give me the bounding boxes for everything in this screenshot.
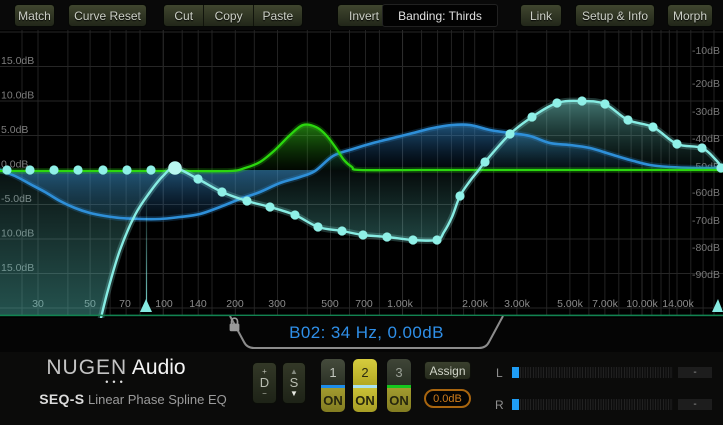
logo-dots: ••• [105, 377, 127, 387]
meter-l-label: L [496, 366, 503, 380]
svg-text:70: 70 [119, 298, 131, 310]
svg-text:500: 500 [321, 298, 339, 310]
banding-display[interactable]: Banding: Thirds [382, 4, 498, 27]
bank-1-button[interactable]: 1 ON [320, 358, 346, 413]
svg-text:-10dB: -10dB [692, 45, 720, 57]
bank-3-number: 3 [387, 359, 411, 385]
steepness-down-icon[interactable]: ▼ [290, 388, 298, 398]
bank-2-color-stripe [353, 385, 377, 388]
meter-r-label: R [495, 398, 504, 412]
nugen-logo: NUGEN Audio [0, 356, 232, 380]
copy-button[interactable]: Copy [203, 5, 252, 26]
steepness-label: S [289, 375, 299, 391]
svg-text:-30dB: -30dB [692, 106, 720, 118]
cut-button[interactable]: Cut [174, 8, 194, 23]
bank-3-color-stripe [387, 385, 411, 388]
svg-text:1.00k: 1.00k [387, 298, 413, 310]
svg-text:5.00k: 5.00k [557, 298, 583, 310]
assign-button[interactable]: Assign [424, 361, 471, 380]
meter-r-fill [512, 399, 519, 410]
morph-button[interactable]: Morph [667, 4, 713, 27]
svg-text:-20dB: -20dB [692, 78, 720, 90]
tab-outline [229, 316, 504, 349]
dither-button[interactable]: + D − [252, 362, 277, 404]
product-name: SEQ-S [39, 391, 85, 407]
bank-2-button[interactable]: 2 ON [352, 358, 378, 413]
bank-2-number: 2 [353, 359, 377, 385]
meter-r-peak-display[interactable]: - [678, 399, 712, 410]
trim-display[interactable]: 0.0dB [424, 389, 471, 408]
match-button[interactable]: Match [14, 4, 55, 27]
svg-text:-80dB: -80dB [692, 242, 720, 254]
svg-text:10.0dB: 10.0dB [1, 90, 34, 102]
dither-label: D [259, 375, 270, 391]
svg-text:2.00k: 2.00k [462, 298, 488, 310]
svg-text:7.00k: 7.00k [592, 298, 618, 310]
bank-3-button[interactable]: 3 ON [386, 358, 412, 413]
meter-l-fill [512, 367, 519, 378]
paste-button[interactable]: Paste [252, 5, 302, 26]
bank-2-on-label[interactable]: ON [353, 388, 377, 412]
bank-1-on-label[interactable]: ON [321, 388, 345, 412]
steepness-button[interactable]: ▲ S ▼ [282, 362, 306, 404]
svg-text:-90dB: -90dB [692, 269, 720, 281]
dither-minus[interactable]: − [262, 388, 267, 398]
svg-text:5.0dB: 5.0dB [1, 124, 28, 136]
bank-1-number: 1 [321, 359, 345, 385]
svg-text:-60dB: -60dB [692, 187, 720, 199]
steepness-up-icon[interactable]: ▲ [290, 366, 298, 376]
bank-3-on-label[interactable]: ON [387, 388, 411, 412]
svg-text:140: 140 [189, 298, 207, 310]
meter-l [512, 367, 673, 378]
lock-icon[interactable] [228, 316, 241, 333]
band-readout-tab: B02: 34 Hz, 0.00dB [228, 316, 505, 352]
svg-text:100: 100 [155, 298, 173, 310]
clipboard-group: Cut Copy Paste [163, 4, 303, 27]
svg-text:15.0dB: 15.0dB [1, 55, 34, 67]
product-subtitle: Linear Phase Spline EQ [87, 392, 227, 407]
svg-text:-70dB: -70dB [692, 215, 720, 227]
dither-plus[interactable]: + [262, 366, 267, 376]
link-button[interactable]: Link [520, 4, 562, 27]
curve-reset-button[interactable]: Curve Reset [68, 4, 147, 27]
band-readout-text: B02: 34 Hz, 0.00dB [289, 323, 444, 342]
eq-graph[interactable]: 15.0dB10.0dB5.0dB0.0dB-5.0dB10.0dB15.0dB… [0, 0, 723, 318]
toolbar: Match Curve Reset Cut Copy Paste Invert … [0, 0, 723, 30]
product-tagline: SEQ-S Linear Phase Spline EQ [0, 391, 266, 407]
setup-info-button[interactable]: Setup & Info [575, 4, 655, 27]
svg-text:10.00k: 10.00k [626, 298, 658, 310]
meter-r [512, 399, 673, 410]
svg-text:200: 200 [226, 298, 244, 310]
brand-name: NUGEN [46, 356, 128, 379]
brand-suffix: Audio [131, 356, 186, 379]
svg-text:-40dB: -40dB [692, 133, 720, 145]
svg-text:3.00k: 3.00k [504, 298, 530, 310]
bank-1-color-stripe [321, 385, 345, 388]
svg-text:14.00k: 14.00k [662, 298, 694, 310]
meter-l-peak-display[interactable]: - [678, 367, 712, 378]
svg-text:300: 300 [268, 298, 286, 310]
svg-text:700: 700 [355, 298, 373, 310]
